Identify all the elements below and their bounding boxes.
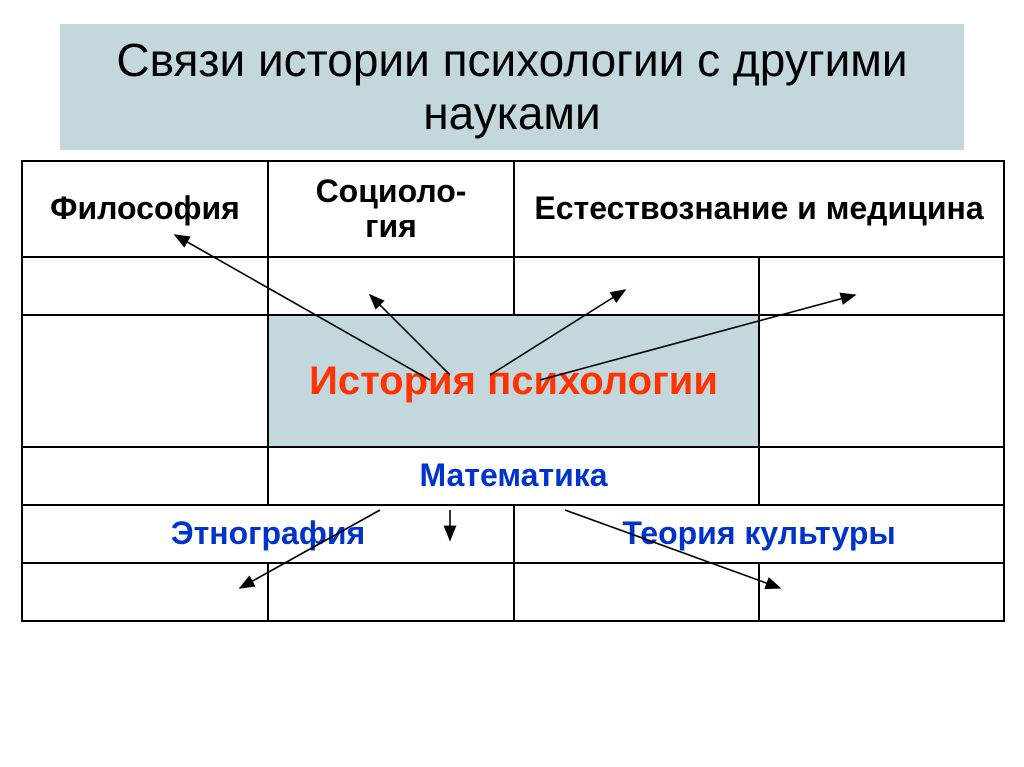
slide-title-text: Связи истории психологии с другими наука… xyxy=(80,34,944,140)
header-sociology-text: Социоло- гия xyxy=(316,173,467,244)
empty-cell xyxy=(759,447,1004,505)
empty-cell xyxy=(514,563,759,621)
center-text: История психологии xyxy=(309,359,718,403)
empty-cell xyxy=(22,257,268,315)
header-philosophy-text: Философия xyxy=(50,190,240,226)
related-culture-theory: Теория культуры xyxy=(514,505,1004,563)
empty-cell xyxy=(22,563,268,621)
header-sociology: Социоло- гия xyxy=(268,161,514,257)
related-math-text: Математика xyxy=(419,457,607,493)
slide: Связи истории психологии с другими наука… xyxy=(0,0,1024,767)
empty-cell xyxy=(268,563,514,621)
empty-cell xyxy=(759,257,1004,315)
relations-table: Философия Социоло- гия Естествознание и … xyxy=(21,160,1005,622)
empty-cell xyxy=(759,563,1004,621)
header-natural-science-text: Естествознание и медицина xyxy=(534,190,983,226)
header-philosophy: Философия xyxy=(22,161,268,257)
related-math: Математика xyxy=(268,447,759,505)
empty-cell xyxy=(22,447,268,505)
center-history-psychology: История психологии xyxy=(268,315,759,447)
header-natural-science: Естествознание и медицина xyxy=(514,161,1004,257)
empty-cell xyxy=(268,257,514,315)
related-ethnography: Этнография xyxy=(22,505,514,563)
related-culture-text: Теория культуры xyxy=(622,515,895,551)
empty-cell xyxy=(22,315,268,447)
empty-cell xyxy=(514,257,759,315)
related-ethno-text: Этнография xyxy=(171,515,365,551)
empty-cell xyxy=(759,315,1004,447)
slide-title: Связи истории психологии с другими наука… xyxy=(60,24,964,150)
